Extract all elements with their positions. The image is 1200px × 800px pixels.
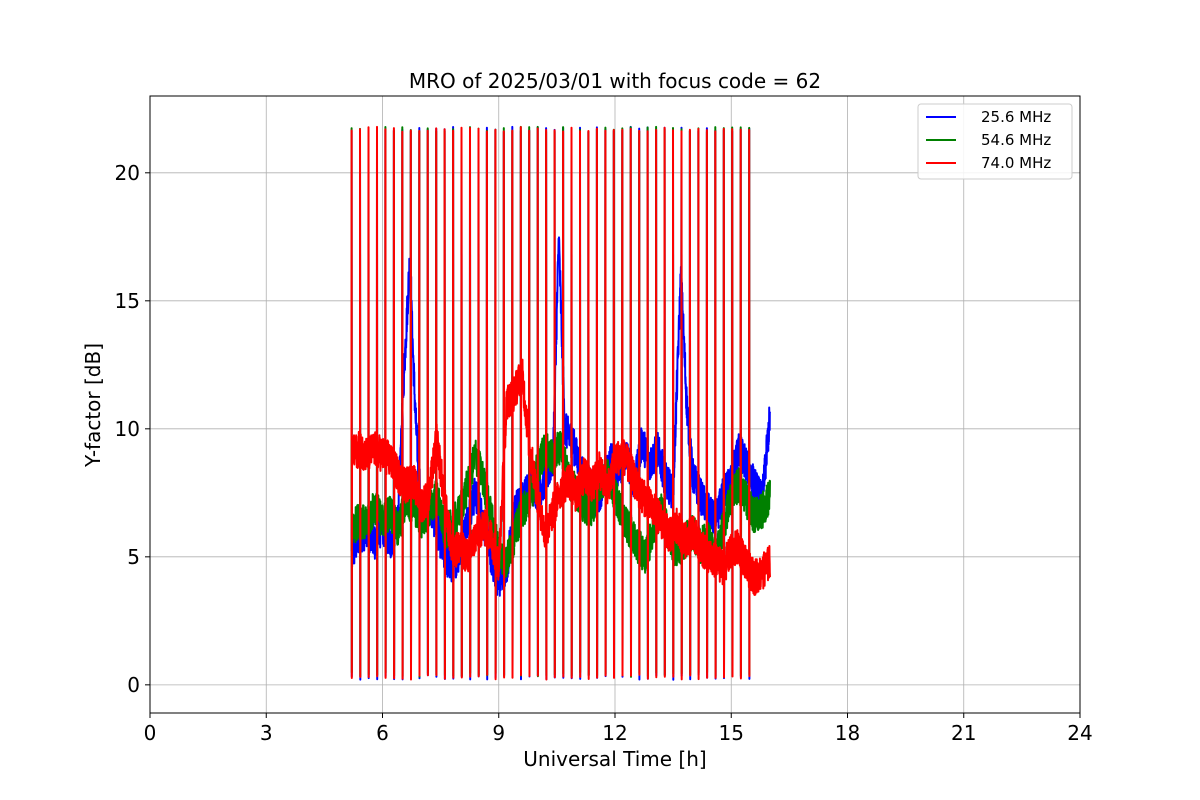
x-tick-label: 0 [144, 721, 157, 745]
x-tick-label: 15 [719, 721, 744, 745]
ticks: 0 3 6 9 12 15 18 21 24 0 5 10 15 20 [115, 161, 1093, 745]
legend-box [917, 103, 1073, 180]
x-tick-label: 24 [1067, 721, 1092, 745]
y-tick-label: 5 [127, 545, 140, 569]
x-axis-label: Universal Time [h] [523, 747, 706, 771]
legend: 25.6 MHz 54.6 MHz 74.0 MHz [917, 103, 1073, 180]
x-tick-label: 3 [260, 721, 273, 745]
series-line-3 [350, 125, 771, 681]
x-tick-label: 21 [951, 721, 976, 745]
x-tick-label: 18 [835, 721, 860, 745]
chart-title: MRO of 2025/03/01 with focus code = 62 [409, 69, 821, 93]
legend-label: 74.0 MHz [981, 154, 1051, 172]
y-tick-label: 0 [127, 673, 140, 697]
x-tick-label: 6 [376, 721, 389, 745]
series-layer [350, 125, 771, 681]
y-axis-label: Y-factor [dB] [81, 343, 105, 468]
y-tick-label: 10 [115, 417, 140, 441]
y-tick-label: 20 [115, 161, 140, 185]
legend-label: 54.6 MHz [981, 131, 1051, 149]
y-tick-label: 15 [115, 289, 140, 313]
x-tick-label: 9 [492, 721, 505, 745]
legend-label: 25.6 MHz [981, 108, 1051, 126]
x-tick-label: 12 [602, 721, 627, 745]
